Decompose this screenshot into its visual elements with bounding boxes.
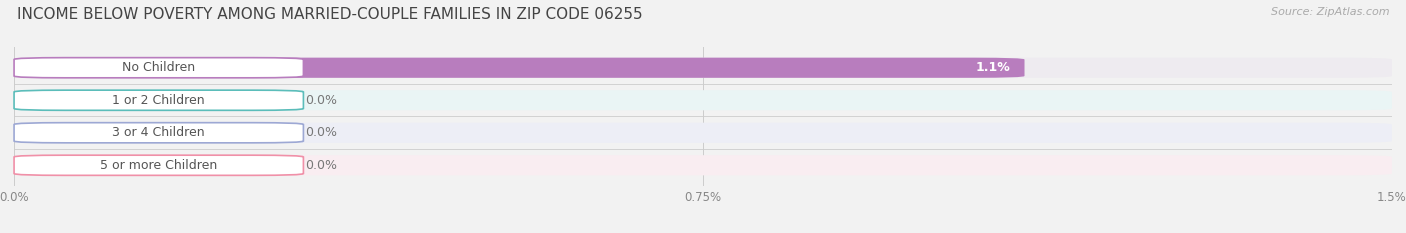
FancyBboxPatch shape [14, 58, 1392, 78]
Text: 5 or more Children: 5 or more Children [100, 159, 218, 172]
FancyBboxPatch shape [14, 90, 304, 110]
Text: No Children: No Children [122, 61, 195, 74]
FancyBboxPatch shape [14, 58, 1025, 78]
Text: INCOME BELOW POVERTY AMONG MARRIED-COUPLE FAMILIES IN ZIP CODE 06255: INCOME BELOW POVERTY AMONG MARRIED-COUPL… [17, 7, 643, 22]
Text: 1 or 2 Children: 1 or 2 Children [112, 94, 205, 107]
Text: Source: ZipAtlas.com: Source: ZipAtlas.com [1271, 7, 1389, 17]
FancyBboxPatch shape [14, 123, 1392, 143]
FancyBboxPatch shape [14, 123, 304, 143]
FancyBboxPatch shape [14, 123, 290, 143]
Text: 0.0%: 0.0% [305, 126, 337, 139]
FancyBboxPatch shape [14, 155, 1392, 175]
FancyBboxPatch shape [14, 155, 290, 175]
FancyBboxPatch shape [14, 90, 1392, 110]
FancyBboxPatch shape [14, 155, 304, 175]
Text: 1.1%: 1.1% [976, 61, 1011, 74]
Text: 3 or 4 Children: 3 or 4 Children [112, 126, 205, 139]
Text: 0.0%: 0.0% [305, 94, 337, 107]
FancyBboxPatch shape [14, 58, 304, 78]
FancyBboxPatch shape [14, 90, 290, 110]
Text: 0.0%: 0.0% [305, 159, 337, 172]
